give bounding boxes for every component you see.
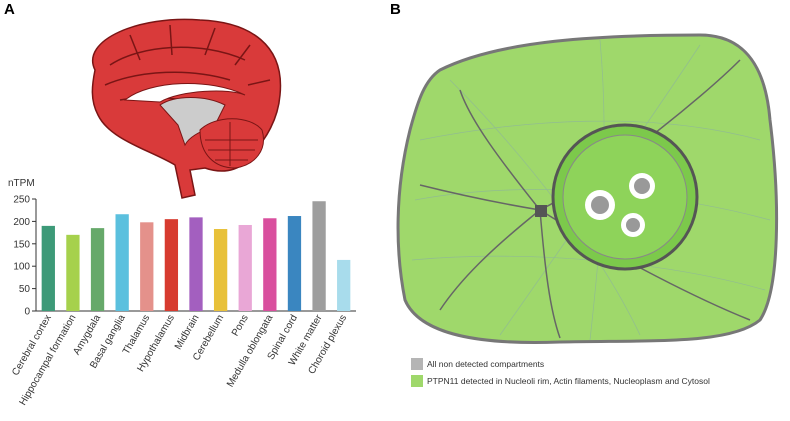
cell-illustration	[396, 33, 779, 344]
bar	[164, 219, 179, 311]
bar	[263, 218, 277, 311]
y-tick-label: 250	[13, 195, 30, 206]
bar	[115, 214, 129, 311]
bar	[238, 224, 252, 311]
bar	[337, 259, 351, 311]
bar	[140, 222, 154, 311]
bar	[287, 216, 302, 311]
legend-swatch	[411, 375, 423, 387]
x-tick-label: Pons	[230, 313, 251, 338]
bar	[41, 225, 55, 311]
legend-label: All non detected compartments	[427, 359, 544, 369]
legend-swatch	[411, 358, 423, 370]
panel-label: A	[4, 1, 15, 18]
bar	[213, 229, 228, 311]
y-tick-label: 150	[13, 239, 30, 250]
y-axis-label: nTPM	[8, 178, 35, 189]
y-tick-label: 50	[19, 284, 31, 295]
bar	[90, 228, 105, 311]
bar	[66, 234, 80, 311]
bar	[189, 217, 203, 311]
brain-illustration	[91, 18, 282, 199]
legend-label: PTPN11 detected in Nucleoli rim, Actin f…	[427, 376, 710, 386]
y-tick-label: 0	[24, 307, 30, 318]
y-tick-label: 200	[13, 217, 30, 228]
bar	[312, 201, 326, 311]
y-tick-label: 100	[13, 262, 30, 273]
panel-label: B	[390, 1, 401, 18]
legend: All non detected compartments PTPN11 dete…	[411, 358, 710, 387]
